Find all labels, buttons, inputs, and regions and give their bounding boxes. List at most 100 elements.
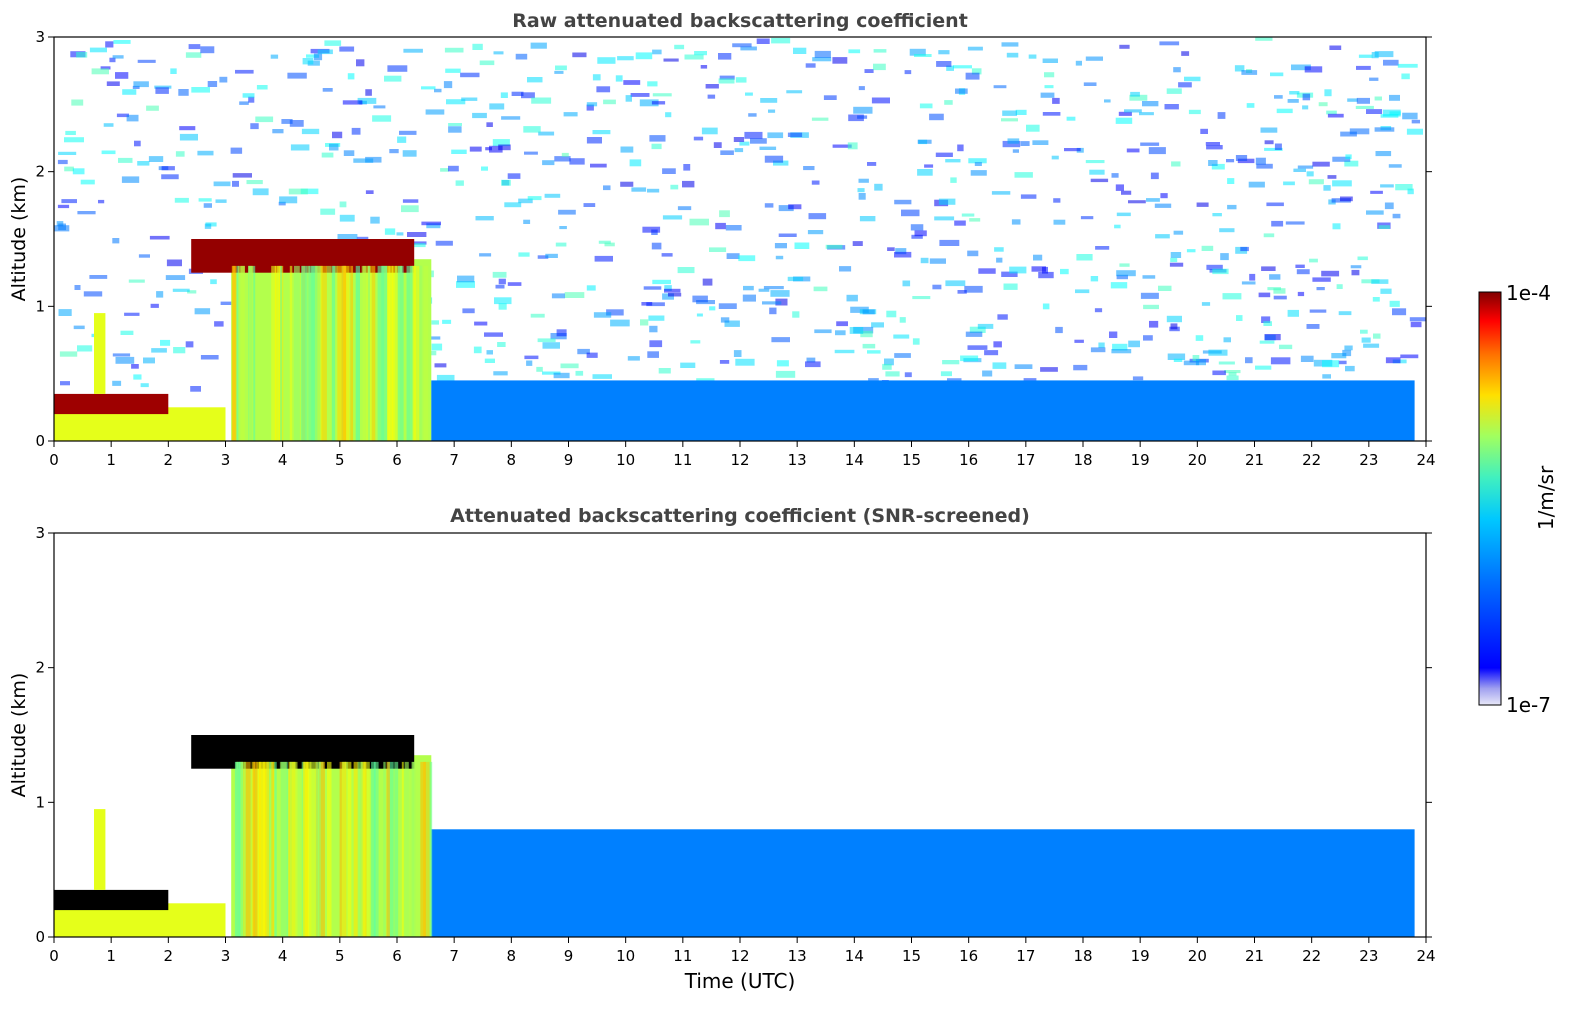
noise-cell (914, 230, 927, 237)
noise-cell (1159, 41, 1180, 46)
noise-cell (901, 209, 920, 217)
heatmap-streak (248, 265, 253, 441)
noise-cell (759, 146, 777, 150)
noise-cell (279, 196, 298, 204)
noise-cell (1121, 190, 1132, 195)
noise-cell (1166, 315, 1182, 323)
noise-cell (858, 178, 869, 183)
noise-cell (515, 53, 528, 60)
noise-cell (1297, 291, 1305, 297)
noise-cell (252, 188, 269, 196)
noise-cell (537, 338, 556, 343)
noise-cell (1300, 355, 1314, 362)
noise-cell (1015, 109, 1027, 115)
noise-cell (317, 49, 333, 55)
noise-cell (160, 339, 171, 346)
x-tick-label: 23 (1359, 451, 1378, 469)
noise-cell (895, 248, 907, 255)
heatmap-streak (413, 265, 420, 441)
noise-cell (640, 319, 649, 326)
noise-cell (146, 105, 159, 111)
noise-cell (664, 285, 672, 291)
x-tick-label: 9 (564, 947, 574, 965)
noise-cell (734, 148, 744, 153)
x-tick-label: 0 (49, 947, 59, 965)
noise-cell (1020, 194, 1037, 199)
noise-cell (832, 57, 848, 64)
noise-cell (489, 145, 503, 153)
noise-cell (652, 49, 662, 55)
noise-cell (204, 223, 212, 229)
noise-cell (322, 88, 333, 92)
noise-cell (1345, 154, 1352, 160)
noise-cell (431, 320, 439, 325)
panel-title: Attenuated backscattering coefficient (S… (450, 505, 1030, 527)
heatmap-streak (342, 265, 347, 441)
noise-cell (705, 84, 719, 89)
colorbar-unit-label: 1/m/sr (1534, 465, 1558, 530)
noise-cell (287, 72, 307, 79)
noise-cell (1240, 246, 1249, 252)
noise-cell (1246, 103, 1255, 108)
heatmap-streak (361, 265, 366, 441)
noise-cell (793, 47, 807, 54)
noise-cell (1124, 109, 1142, 113)
noise-cell (60, 381, 70, 386)
noise-cell (965, 72, 980, 80)
noise-cell (1040, 92, 1055, 98)
noise-cell (792, 311, 800, 318)
noise-cell (647, 188, 660, 193)
colorbar-gradient (1478, 291, 1502, 706)
noise-cell (808, 213, 827, 220)
heatmap-streak (401, 761, 404, 937)
noise-cell (848, 49, 861, 54)
y-axis-ticks: 0 1 2 3 (35, 28, 1432, 450)
noise-cell (1256, 163, 1273, 169)
noise-cell (858, 193, 866, 200)
noise-cell (904, 70, 912, 75)
noise-cell (106, 81, 120, 86)
noise-cell (137, 59, 156, 63)
heatmap-streak (395, 265, 398, 441)
noise-cell (518, 252, 530, 257)
noise-cell (1287, 99, 1299, 103)
noise-cell (850, 306, 869, 313)
noise-cell (912, 338, 920, 345)
noise-cell (58, 223, 66, 231)
noise-cell (1201, 302, 1211, 306)
noise-cell (849, 327, 864, 334)
noise-cell (630, 93, 650, 97)
noise-cell (1392, 213, 1401, 219)
noise-cell (1224, 370, 1241, 374)
x-tick-label: 19 (1131, 451, 1150, 469)
x-tick-label: 17 (1016, 947, 1035, 965)
noise-cell (934, 216, 955, 221)
noise-cell (965, 331, 983, 337)
noise-cell (938, 198, 956, 205)
noise-cell (786, 90, 803, 94)
noise-cell (1331, 353, 1347, 359)
y-tick-label: 2 (35, 163, 45, 181)
noise-cell (904, 372, 912, 378)
noise-cell (1385, 357, 1401, 364)
noise-cell (968, 158, 987, 164)
heatmap-streak (353, 761, 359, 937)
noise-cell (120, 330, 134, 335)
noise-cell (860, 330, 873, 338)
noise-cell (569, 158, 585, 165)
noise-cell (537, 255, 549, 259)
noise-cell (871, 322, 884, 328)
heatmap-streak (280, 265, 283, 441)
noise-cell (1011, 219, 1021, 225)
noise-cell (518, 198, 533, 204)
noise-cell (874, 183, 883, 191)
x-tick-label: 19 (1131, 947, 1150, 965)
noise-cell (684, 54, 704, 60)
noise-cell (1279, 344, 1293, 350)
noise-cell (272, 129, 284, 134)
noise-cell (174, 197, 189, 203)
noise-cell (191, 87, 210, 93)
noise-cell (696, 313, 703, 317)
heatmap-streak (264, 761, 270, 937)
noise-cell (946, 65, 954, 71)
